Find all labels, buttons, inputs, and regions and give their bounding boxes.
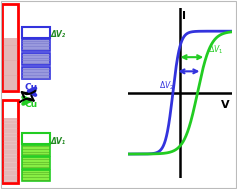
Text: Cu: Cu xyxy=(25,100,38,109)
Text: $\Delta V_2$: $\Delta V_2$ xyxy=(159,80,174,92)
Bar xyxy=(22,39,50,51)
Bar xyxy=(22,67,50,79)
Bar xyxy=(2,100,18,118)
Bar xyxy=(2,4,18,91)
Text: ΔV₂: ΔV₂ xyxy=(50,30,66,40)
Bar xyxy=(22,27,50,38)
Text: Cu: Cu xyxy=(25,83,38,92)
Bar xyxy=(22,133,50,144)
Bar xyxy=(2,100,18,183)
Bar xyxy=(22,157,50,169)
Text: I: I xyxy=(182,11,186,21)
Bar xyxy=(2,4,18,91)
Bar xyxy=(2,4,18,38)
Bar xyxy=(22,53,50,65)
FancyArrowPatch shape xyxy=(22,91,36,97)
Bar xyxy=(22,145,50,156)
Bar xyxy=(2,118,18,183)
FancyArrowPatch shape xyxy=(20,96,34,102)
Text: ΔV₁: ΔV₁ xyxy=(50,137,66,146)
Text: V: V xyxy=(221,100,230,110)
Text: $\Delta V_1$: $\Delta V_1$ xyxy=(208,44,223,56)
Bar xyxy=(22,170,50,181)
